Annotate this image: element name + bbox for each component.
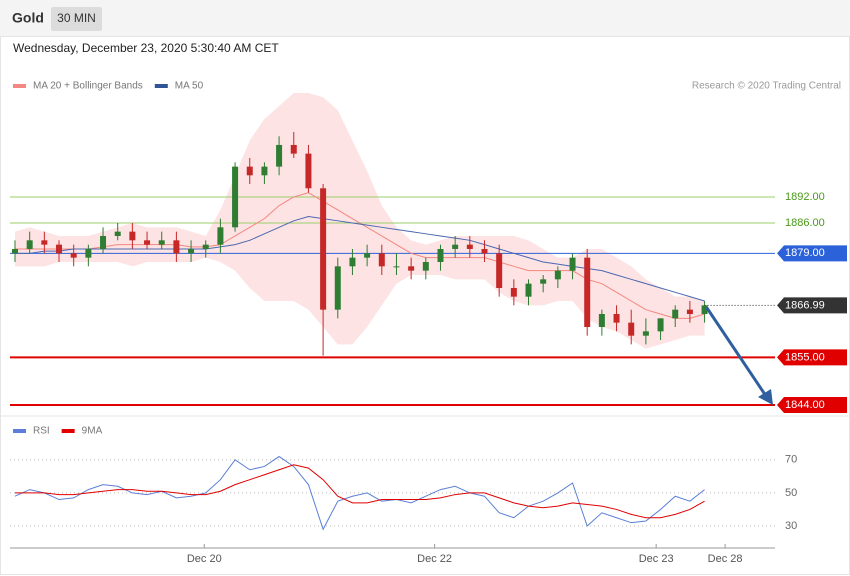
level-tag [777,349,847,366]
level-label: 1879.00 [785,247,825,259]
candle-body [598,314,605,328]
candle-body [56,244,63,254]
candle-body [452,244,459,249]
candle-body [540,279,547,284]
candle-body [569,257,576,271]
candle-body [129,231,136,241]
x-tick-label: Dec 28 [708,553,743,565]
instrument: Gold [12,10,44,26]
level-label: 1892.00 [785,191,825,203]
candle-body [41,240,48,245]
candle-body [320,188,327,310]
x-tick-label: Dec 22 [417,553,452,565]
candle-body [437,248,444,262]
candle-body [202,244,209,249]
legend-label: 9MA [82,426,103,437]
candle-body [686,309,693,315]
candle-body [393,266,400,268]
candle-body [70,253,77,258]
rsi-line [14,455,705,531]
candle-body [188,248,195,254]
candle-body [525,283,532,297]
candle-body [26,240,33,249]
forecast-arrowhead [758,389,773,405]
candle-body [496,253,503,288]
legend-swatch [154,84,168,88]
candle-body [158,240,165,245]
y-tick-label: 30 [785,520,797,532]
candle-body [305,153,312,189]
candle-body [349,257,356,267]
level-tag [777,397,847,414]
candle-body [290,144,297,154]
interval[interactable]: 30 MIN [57,11,96,25]
legend-swatch [13,84,26,88]
level-label: 1844.00 [785,399,825,411]
timestamp: Wednesday, December 23, 2020 5:30:40 AM … [13,41,279,55]
candle-body [408,266,415,271]
bollinger-band [15,92,705,349]
header-bar [0,0,850,36]
y-tick-label: 70 [785,454,797,466]
y-tick-label: 50 [785,487,797,499]
candle-body [334,266,341,310]
candle-body [246,166,253,176]
candle-body [657,318,664,332]
candle-body [364,253,371,258]
candle-body [173,240,180,254]
candle-body [554,270,561,280]
legend-label: MA 50 [175,81,204,92]
candle-body [378,253,385,267]
level-tag [777,245,847,262]
candle-body [701,305,708,315]
candle-body [232,166,239,228]
candle-body [144,240,151,245]
candle-body [100,235,107,249]
last-price-label: 1866.99 [785,299,825,311]
candle-body [642,331,649,336]
candle-body [613,314,620,323]
interval-pill[interactable] [51,7,102,31]
candle-body [481,248,488,254]
last-price-tag [777,297,847,314]
candle-body [422,261,429,271]
rsi-line [15,464,705,519]
candle-body [584,257,591,328]
source: Research © 2020 Trading Central [692,81,841,92]
candle-body [12,248,18,254]
candle-body [217,227,224,245]
legend-swatch [13,429,26,433]
candle-body [672,309,679,319]
forecast-arrow [705,306,768,397]
frame [0,36,850,575]
candle-body [466,244,473,249]
candle-body [114,231,121,236]
candle-body [628,322,635,336]
legend-swatch [61,429,75,433]
x-tick-label: Dec 23 [639,553,674,565]
legend-label: RSI [33,426,50,437]
legend-label: MA 20 + Bollinger Bands [33,81,143,92]
x-tick-label: Dec 20 [187,553,222,565]
level-label: 1886.00 [785,217,825,229]
level-label: 1855.00 [785,351,825,363]
candle-body [261,166,268,176]
candle-body [276,144,283,167]
candle-body [85,248,92,258]
candle-body [510,287,517,297]
